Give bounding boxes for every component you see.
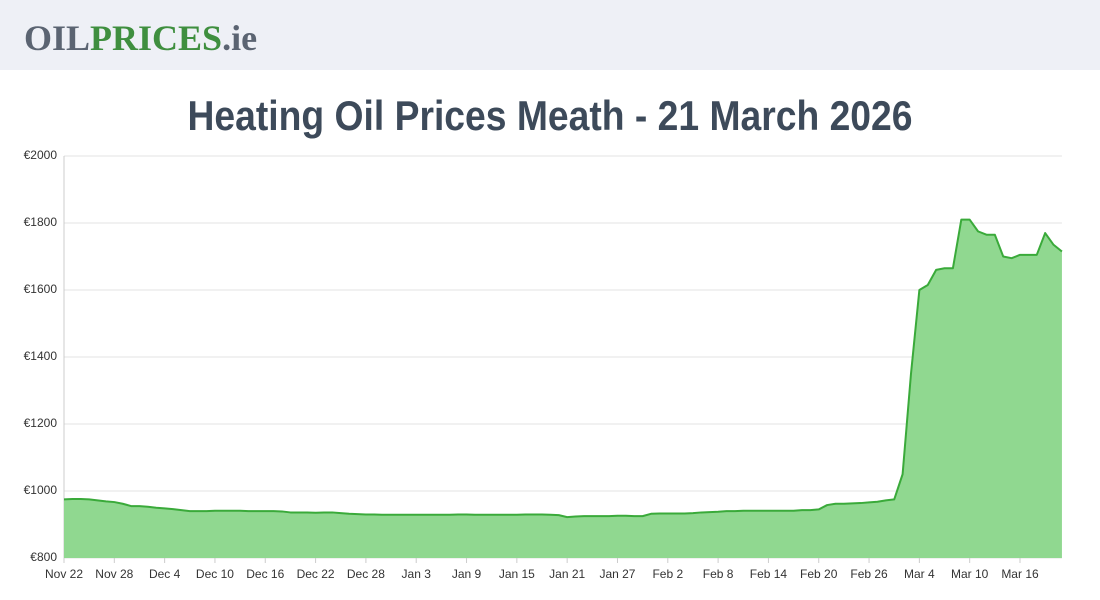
y-tick-label: €1800 [24,215,58,229]
y-tick-label: €800 [30,550,57,564]
x-tick-label: Jan 9 [452,567,482,581]
x-tick-label: Mar 4 [904,567,935,581]
line [63,218,1063,519]
x-tick-label: Nov 22 [45,567,83,581]
x-tick-label: Nov 28 [95,567,133,581]
x-tick-label: Mar 16 [1001,567,1039,581]
y-tick-label: €1000 [24,483,58,497]
logo[interactable]: OILPRICES.ie [24,18,257,58]
logo-part: OIL [24,18,90,58]
logo-part: PRICES [90,18,222,58]
y-tick-label: €2000 [24,148,58,162]
x-tick-label: Feb 14 [750,567,788,581]
area [64,219,1062,558]
y-tick-label: €1200 [24,416,58,430]
x-tick-label: Dec 10 [196,567,234,581]
x-tick-label: Mar 10 [951,567,989,581]
chart-title: Heating Oil Prices Meath - 21 March 2026 [188,92,913,139]
header-bar [0,0,1100,70]
y-tick-label: €1400 [24,349,58,363]
x-tick-label: Dec 28 [347,567,385,581]
x-tick-label: Feb 20 [800,567,838,581]
x-tick-label: Jan 15 [499,567,535,581]
x-tick-label: Jan 3 [402,567,432,581]
x-tick-label: Jan 27 [599,567,635,581]
logo-part: .ie [222,18,257,58]
x-tick-label: Jan 21 [549,567,585,581]
x-tick-label: Feb 26 [850,567,888,581]
y-tick-label: €1600 [24,282,58,296]
x-tick-label: Feb 2 [652,567,683,581]
x-tick-label: Dec 16 [246,567,284,581]
x-tick-label: Feb 8 [703,567,734,581]
x-tick-label: Dec 4 [149,567,181,581]
x-tick-label: Dec 22 [297,567,335,581]
